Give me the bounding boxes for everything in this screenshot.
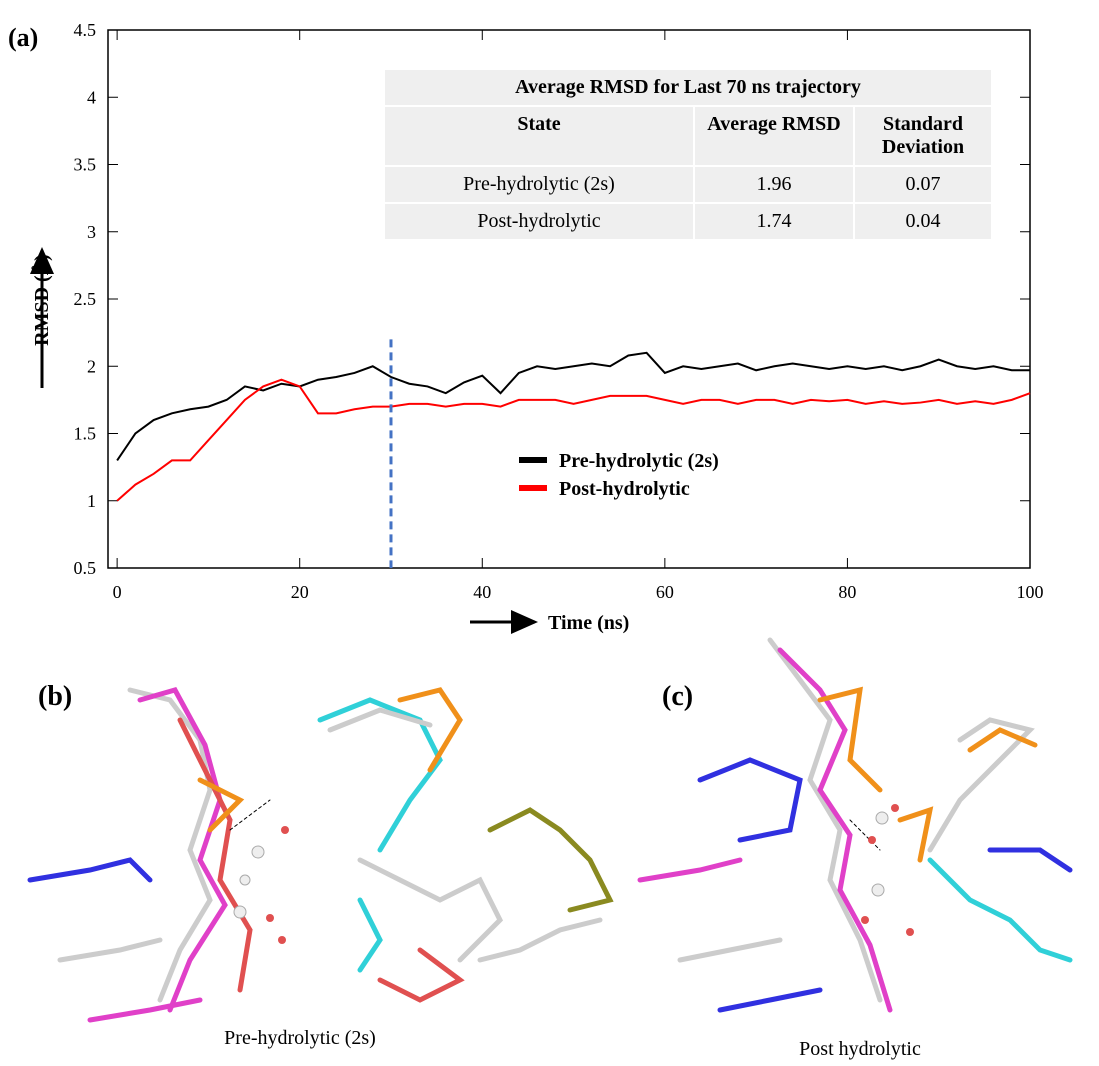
x-tick-label: 60 [656, 582, 674, 602]
data-line [116, 351, 1030, 461]
panel-caption: Post hydrolytic [799, 1038, 921, 1060]
molecule-b [27, 687, 614, 1023]
y-tick-label: 4 [87, 87, 96, 107]
y-axis-label: RMSD (Å) [30, 254, 53, 346]
x-tick-label: 20 [291, 582, 309, 602]
y-tick-label: 3.5 [74, 155, 97, 175]
legend-label: Post-hydrolytic [559, 478, 690, 500]
summary-table: Average RMSD for Last 70 ns trajectory S… [383, 68, 993, 241]
table-cell: 0.04 [853, 202, 993, 241]
x-tick-label: 40 [473, 582, 491, 602]
table-cell: 0.07 [853, 165, 993, 204]
table-header: State [383, 105, 695, 167]
y-tick-label: 0.5 [74, 558, 97, 578]
x-tick-label: 80 [838, 582, 856, 602]
panel-caption: Pre-hydrolytic (2s) [224, 1027, 376, 1049]
panel-label: (b) [38, 681, 72, 712]
molecule-c [637, 637, 1073, 1013]
panel-label: (a) [8, 23, 38, 52]
table-title: Average RMSD for Last 70 ns trajectory [383, 68, 993, 107]
legend-label: Pre-hydrolytic (2s) [559, 450, 719, 472]
y-tick-label: 3 [87, 222, 96, 242]
y-tick-label: 2.5 [74, 289, 97, 309]
y-tick-label: 2 [87, 356, 96, 376]
y-tick-label: 1 [87, 491, 96, 511]
table-cell: 1.74 [693, 202, 855, 241]
table-cell: Pre-hydrolytic (2s) [383, 165, 695, 204]
table-header: Average RMSD [693, 105, 855, 167]
data-line [116, 378, 1031, 502]
x-tick-label: 100 [1017, 582, 1044, 602]
y-tick-label: 4.5 [74, 20, 97, 40]
x-axis-label: Time (ns) [548, 612, 629, 634]
y-tick-label: 1.5 [74, 424, 97, 444]
x-tick-label: 0 [113, 582, 122, 602]
table-header: Standard Deviation [853, 105, 993, 167]
table-cell: 1.96 [693, 165, 855, 204]
table-cell: Post-hydrolytic [383, 202, 695, 241]
panel-label: (c) [662, 681, 693, 712]
